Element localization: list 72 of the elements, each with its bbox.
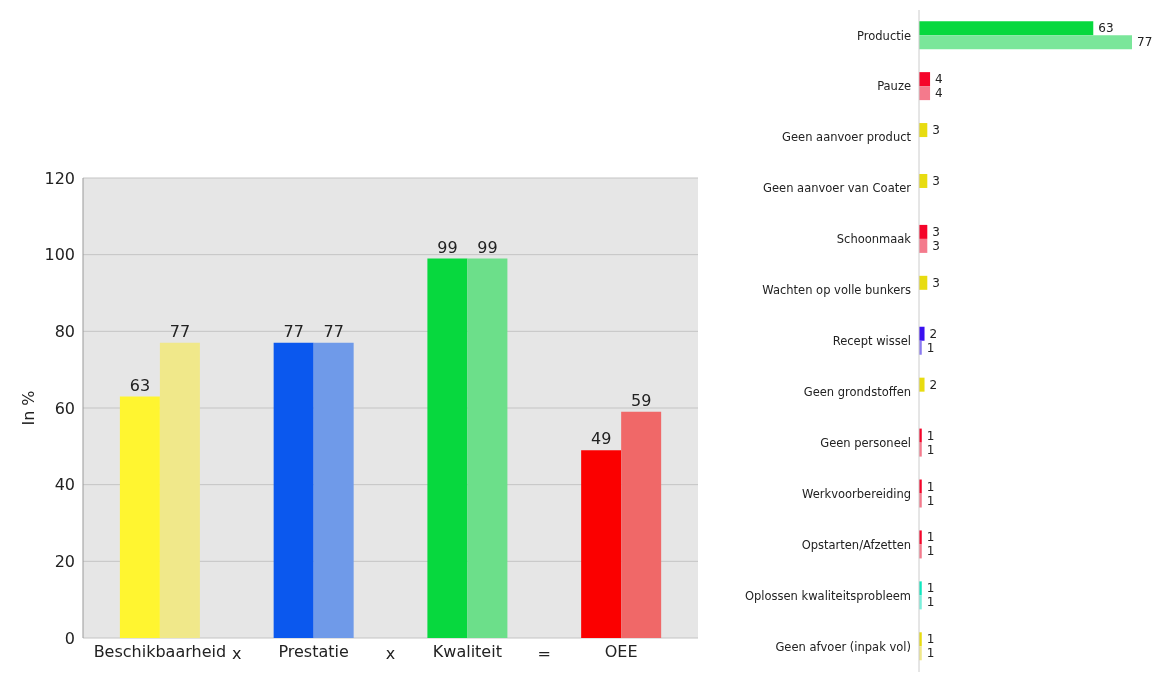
y-tick-label: 100 [44,245,75,265]
y-tick-label: 20 [54,552,75,572]
y-tick-label: Recept wissel [832,334,911,349]
data-label: 59 [630,390,652,410]
data-label: 63 [129,375,151,395]
y-tick-label: 120 [44,168,75,188]
data-label: 77 [283,321,304,341]
bar [313,342,354,638]
y-tick-label: Geen aanvoer van Coater [763,181,912,196]
data-label: 99 [477,237,498,257]
y-tick-label: Wachten op volle bunkers [762,283,911,298]
text: x [231,644,243,663]
y-tick-label: Oplossen kwaliteitsprobleem [744,588,911,603]
bar [919,377,925,392]
y-axis-title: In % [18,390,38,426]
bar [273,342,314,638]
data-label: 1 [926,428,935,443]
data-label: 4 [935,86,943,101]
y-tick-label: Werkvoorbereiding [802,486,911,501]
y-tick-label: Geen afvoer (inpak vol) [775,639,911,654]
data-label: 1 [926,544,935,559]
bar [119,396,160,638]
data-label: 99 [437,237,458,257]
text: x [384,644,397,663]
y-tick-label: 40 [54,475,75,495]
data-label: 1 [926,493,935,508]
y-tick-label: Geen grondstoffen [803,385,911,400]
data-label: 77 [323,321,344,341]
data-label: 2 [929,326,938,341]
x-tick-label: Beschikbaarheid [93,642,227,662]
bar [919,21,1094,36]
data-label: 3 [932,123,940,138]
data-label: 1 [926,581,935,596]
data-label: 49 [590,429,612,449]
x-tick-label: Prestatie [278,642,349,662]
data-label: 1 [926,479,935,494]
data-label: 3 [932,224,940,239]
y-tick-label: Schoonmaak [836,232,912,247]
data-label: 1 [926,595,935,610]
x-tick-label: OEE [604,642,638,662]
data-label: 2 [929,377,938,392]
data-label: 3 [932,238,940,253]
text: = [536,644,552,663]
data-label: 1 [926,442,935,457]
bar [919,86,931,101]
data-label: 77 [169,321,191,341]
y-tick-label: Pauze [877,79,911,94]
y-tick-label: Opstarten/Afzetten [801,537,911,552]
y-tick-label: 60 [54,398,75,418]
y-tick-label: Geen aanvoer product [782,130,912,145]
y-tick-label: Geen personeel [820,435,911,450]
data-label: 1 [926,632,935,647]
bar [581,450,622,638]
bar [159,342,200,638]
y-tick-label: Productie [857,28,911,43]
data-label: 1 [926,530,935,545]
bar [919,35,1132,50]
y-tick-label: 80 [54,322,75,342]
bar [467,258,508,638]
bar [919,72,931,87]
data-label: 77 [1137,35,1153,50]
data-label: 1 [926,340,935,355]
data-label: 1 [926,646,935,661]
data-label: 4 [935,72,943,87]
data-label: 3 [932,173,940,188]
bar [427,258,468,638]
x-tick-label: Kwaliteit [432,642,502,662]
data-label: 3 [932,275,940,290]
bar [621,411,662,638]
bar [919,326,925,341]
data-label: 63 [1098,21,1114,36]
y-tick-label: 0 [64,628,75,648]
